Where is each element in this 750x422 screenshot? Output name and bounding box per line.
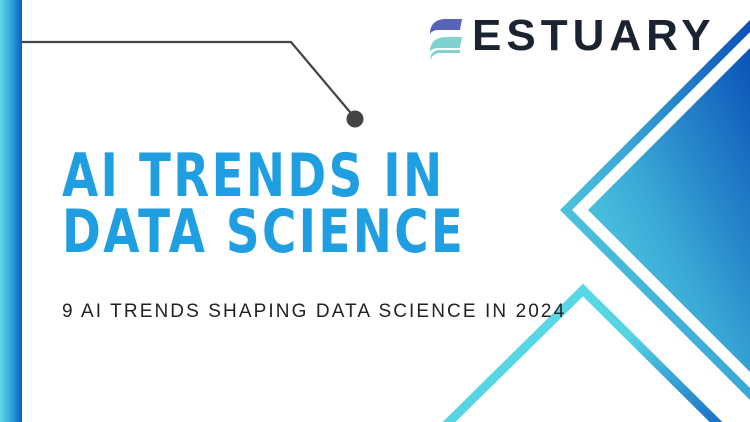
estuary-logo-icon <box>430 19 462 60</box>
connector-dot <box>346 110 364 128</box>
lower-chevron-stroke <box>442 283 723 422</box>
connector-line <box>22 40 364 128</box>
headline-line-2: DATA SCIENCE <box>62 197 466 267</box>
brand-name: ESTUARY <box>472 11 716 60</box>
headline-line-1: AI TRENDS IN <box>62 141 445 211</box>
filled-triangle <box>588 48 750 372</box>
left-gradient-bar <box>0 0 22 422</box>
subtitle: 9 AI TRENDS SHAPING DATA SCIENCE IN 2024 <box>62 301 567 322</box>
